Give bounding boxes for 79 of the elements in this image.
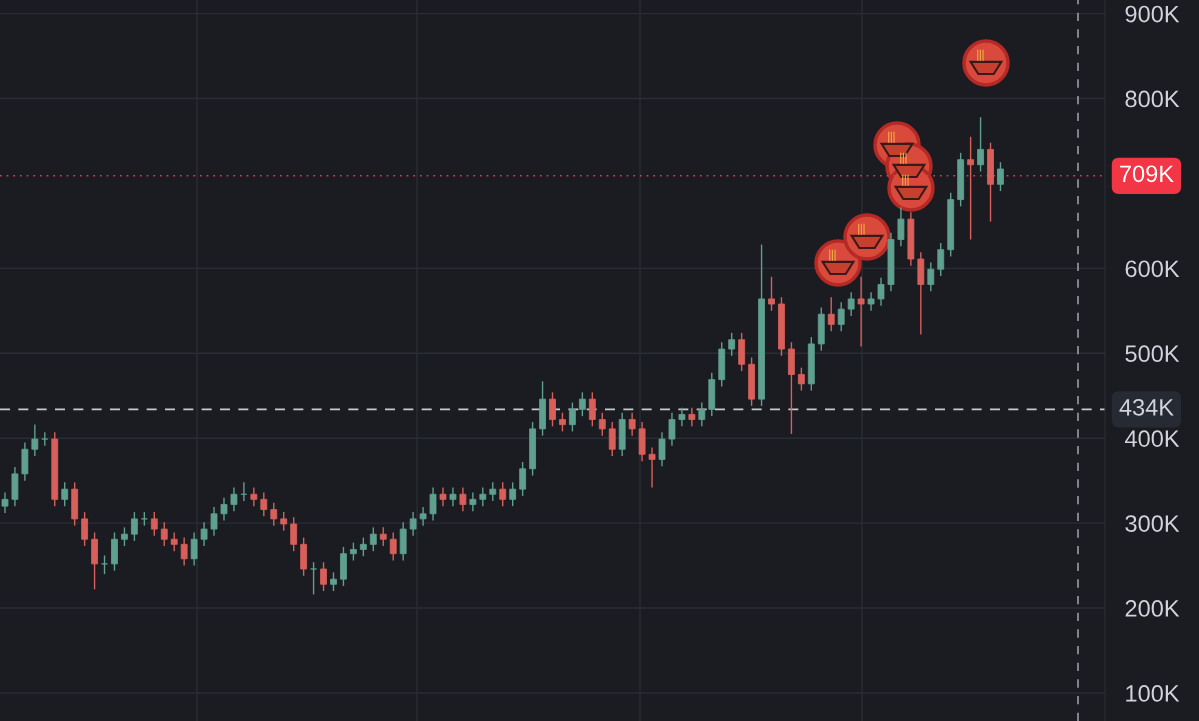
candlestick [150, 511, 158, 537]
ref-line-label: 434K [1119, 398, 1174, 416]
candlestick [559, 412, 566, 433]
candlestick [997, 161, 1004, 192]
candlestick [429, 486, 437, 522]
candlestick [977, 116, 984, 173]
candlestick [479, 486, 487, 507]
y-tick-label: 500K [1125, 345, 1180, 363]
candlestick [270, 502, 278, 527]
y-tick-label: 200K [1125, 600, 1180, 617]
candlestick [369, 526, 377, 552]
candlestick [827, 296, 835, 332]
candlestick [678, 406, 686, 428]
candlestick [728, 332, 736, 357]
candlestick [658, 431, 666, 467]
candlestick [290, 516, 298, 552]
candlestick [121, 526, 128, 547]
candlestick [310, 561, 317, 596]
candlestick [927, 261, 935, 292]
candlestick [588, 391, 596, 428]
candlestick [61, 481, 69, 507]
candlestick [459, 486, 467, 512]
ref-line-label: 709K [1120, 165, 1174, 183]
candlestick [499, 481, 507, 507]
candlestick [628, 412, 636, 437]
candlestick [419, 506, 427, 527]
candlestick [260, 491, 268, 518]
candlestick [608, 421, 616, 457]
candlestick [31, 423, 39, 457]
candlestick [867, 291, 875, 312]
y-tick-label: 600K [1125, 260, 1180, 278]
candlestick [877, 277, 885, 307]
candlestick [668, 412, 676, 447]
candlestick [519, 461, 527, 497]
candlestick [130, 511, 138, 542]
candlestick [280, 511, 288, 532]
candlestick [469, 491, 477, 512]
candlestick [180, 536, 188, 567]
candlestick [569, 401, 576, 433]
candlestick [937, 242, 945, 277]
candlestick [210, 506, 218, 537]
candlestick [379, 526, 387, 547]
candlestick [200, 521, 208, 547]
candlestick [160, 521, 168, 547]
y-tick-label: 900K [1125, 5, 1180, 23]
candlestick [320, 561, 327, 592]
candlestick [359, 536, 367, 557]
candlestick [409, 511, 417, 537]
candlestick [1, 491, 9, 514]
y-tick-label: 400K [1124, 430, 1180, 447]
candlestick [967, 136, 975, 241]
candlestick [190, 531, 198, 567]
candlestick [101, 554, 108, 575]
candlestick [797, 367, 805, 392]
y-tick-label: 800K [1125, 90, 1180, 108]
candlestick [847, 291, 855, 317]
candlestick [230, 486, 238, 512]
candlestick [81, 511, 89, 547]
candlestick [857, 276, 865, 348]
candlestick [509, 481, 517, 507]
candlestick [220, 496, 228, 522]
candlestick [598, 412, 606, 437]
y-tick-label: 100K [1126, 685, 1180, 702]
candlestick [549, 391, 556, 428]
candlestick [330, 571, 337, 592]
candlestick [698, 401, 706, 428]
candlestick [250, 486, 258, 507]
candlestick [389, 531, 397, 562]
candlestick [439, 486, 447, 507]
candlestick [170, 531, 178, 552]
candlestick [688, 406, 696, 428]
candlestick [897, 206, 905, 247]
candlestick [768, 276, 775, 312]
candlestick [648, 446, 656, 489]
candlestick [489, 481, 497, 502]
candlestick [449, 486, 457, 507]
y-tick-label: 300K [1125, 515, 1180, 532]
candlestick [837, 301, 845, 332]
candlestick [578, 391, 586, 417]
